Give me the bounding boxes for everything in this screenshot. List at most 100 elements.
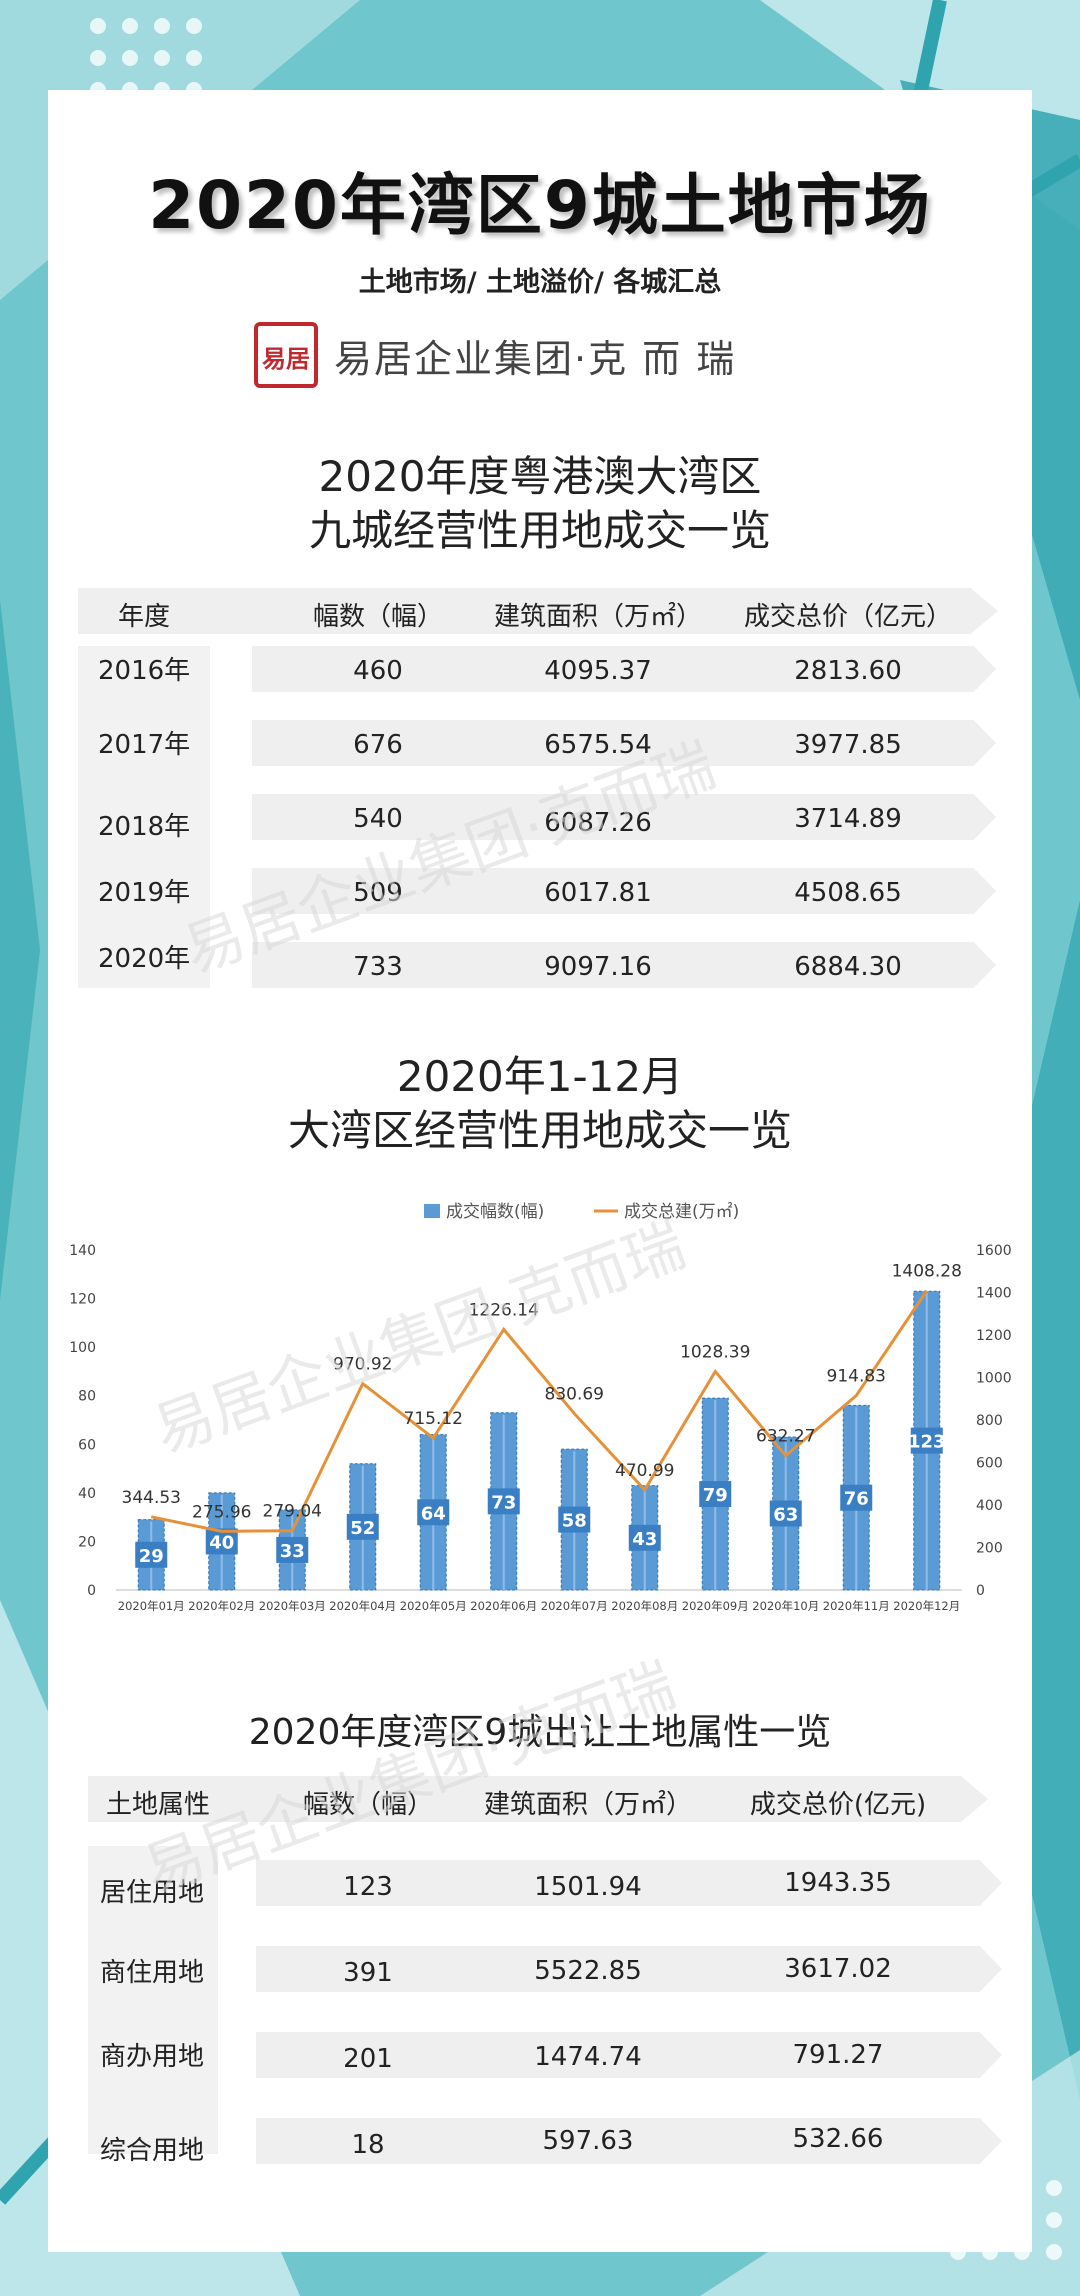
bar-data-label: 63 [773,1505,798,1526]
table1-cell-area: 6017.81 [544,878,652,908]
y-right-tick-label: 1400 [976,1286,1012,1302]
y-right-tick-label: 200 [976,1541,1003,1557]
bar-data-label: 52 [350,1518,375,1539]
table2-header-band [88,1776,988,1822]
table2-label-column [88,1846,218,2154]
x-tick-label: 2020年10月 [752,1599,819,1613]
line-data-label: 1408.28 [892,1262,962,1282]
table1-label-column [78,646,210,988]
table2-cell-area: 597.63 [542,2126,634,2156]
brand-name: 易居企业集团·克 而 瑞 [334,337,737,381]
bar-label-box [487,1488,520,1515]
table2-cell-price: 532.66 [792,2124,884,2154]
line-data-label: 275.96 [192,1502,251,1522]
line-series [150,1289,928,1533]
table2-title: 2020年度湾区9城出让土地属性一览 [248,1712,832,1753]
line-data-label: 344.53 [122,1488,181,1508]
table1-cell-area: 9097.16 [544,952,652,982]
table1-cell-count: 509 [353,878,403,908]
y-right-tick-label: 800 [976,1413,1003,1429]
table1-header-area: 建筑面积（万㎡） [493,602,702,632]
table2-cell-price: 791.27 [792,2040,884,2070]
x-tick-label: 2020年07月 [541,1599,608,1613]
x-tick-label: 2020年11月 [823,1599,890,1613]
x-tick-label: 2020年08月 [611,1599,678,1613]
line-data-label: 632.27 [756,1427,815,1447]
table1-cell-count: 733 [353,952,403,982]
table1-cell-price: 6884.30 [794,952,902,982]
x-tick-label: 2020年05月 [400,1599,467,1613]
y-left-tick-label: 80 [78,1389,96,1405]
y-left-tick-label: 40 [78,1486,96,1502]
page-subtitle: 土地市场/ 土地溢价/ 各城汇总 [358,267,722,298]
table1-row-label: 2019年 [98,878,191,908]
chart-title-line1: 2020年1-12月 [396,1052,684,1101]
x-tick-label: 2020年02月 [188,1599,255,1613]
table2-cell-price: 1943.35 [784,1868,892,1898]
y-right-tick-label: 1000 [976,1371,1012,1387]
bar-label-box [910,1427,943,1454]
bar-data-label: 73 [491,1492,516,1513]
x-tick-label: 2020年01月 [118,1599,185,1613]
table1-header-band [78,588,998,634]
table1-cell-price: 3714.89 [794,804,902,834]
line-data-label: 279.04 [263,1502,322,1522]
legend-line-label: 成交总建(万㎡) [624,1202,739,1222]
bar-label-box [558,1506,591,1533]
x-tick-label: 2020年09月 [682,1599,749,1613]
table2-cell-area: 5522.85 [534,1956,642,1986]
line-data-label: 830.69 [545,1384,604,1404]
table1-cell-price: 2813.60 [794,656,902,686]
line-data-label: 1226.14 [469,1300,539,1320]
table-row [252,868,996,914]
y-left-tick-label: 20 [78,1534,96,1550]
x-tick-label: 2020年06月 [470,1599,537,1613]
table2-header-price: 成交总价(亿元) [749,1790,927,1820]
line-data-label: 1028.39 [680,1342,750,1362]
table2-row-label: 商住用地 [100,1958,205,1988]
bar-data-label: 58 [562,1511,587,1532]
bar-data-label: 64 [421,1503,446,1524]
table-row [256,2032,1002,2078]
table1-row-label: 2016年 [98,656,191,686]
table2-header-area: 建筑面积（万㎡） [483,1790,692,1820]
table2-cell-price: 3617.02 [784,1954,892,1984]
y-left-tick-label: 140 [69,1243,96,1259]
table2-cell-count: 391 [343,1958,393,1988]
table1-cell-price: 3977.85 [794,730,902,760]
line-data-label: 914.83 [827,1367,886,1387]
combo-chart: 成交幅数(幅) 成交总建(万㎡) 0 20 40 60 80 100 120 140 0 200 400… [56,1180,1022,1640]
table1-cell-count: 540 [353,804,403,834]
bar-label-box [417,1499,450,1526]
table1-cell-area: 6575.54 [544,730,652,760]
table1-header-year: 年度 [117,602,170,632]
table1-cell-price: 4508.65 [794,878,902,908]
table1-row-label: 2020年 [98,944,191,974]
line-data-label: 470.99 [615,1461,674,1481]
line-data-label: 970.92 [333,1355,392,1375]
table2-cell-count: 123 [343,1872,393,1902]
page-title: 2020年湾区9城土地市场 [148,167,932,244]
table2-cell-count: 201 [343,2044,393,2074]
chart-canvas: 成交幅数(幅) 成交总建(万㎡)0204060801001201400200400… [69,1202,1012,1613]
y-right-tick-label: 400 [976,1498,1003,1514]
y-left-tick-label: 120 [69,1292,96,1308]
y-right-tick-label: 600 [976,1456,1003,1472]
bar-label-box [628,1524,661,1551]
x-tick-label: 2020年04月 [329,1599,396,1613]
table2-row-label: 居住用地 [100,1878,205,1908]
y-left-tick-label: 100 [69,1340,96,1356]
table1-cell-count: 460 [353,656,403,686]
y-right-tick-label: 1600 [976,1243,1012,1259]
table2-cell-area: 1474.74 [534,2042,642,2072]
bar-data-label: 79 [703,1485,728,1506]
table1-cell-area: 4095.37 [544,656,652,686]
x-tick-label: 2020年12月 [893,1599,960,1613]
bar-data-label: 43 [632,1529,657,1550]
chart-title-line2: 大湾区经营性用地成交一览 [287,1106,792,1155]
seal-text: 易居 [262,345,310,373]
bar-data-label: 76 [844,1489,869,1510]
table2-header-type: 土地属性 [105,1790,210,1820]
bar-data-label: 123 [908,1432,946,1453]
bar-label-box [276,1536,309,1563]
